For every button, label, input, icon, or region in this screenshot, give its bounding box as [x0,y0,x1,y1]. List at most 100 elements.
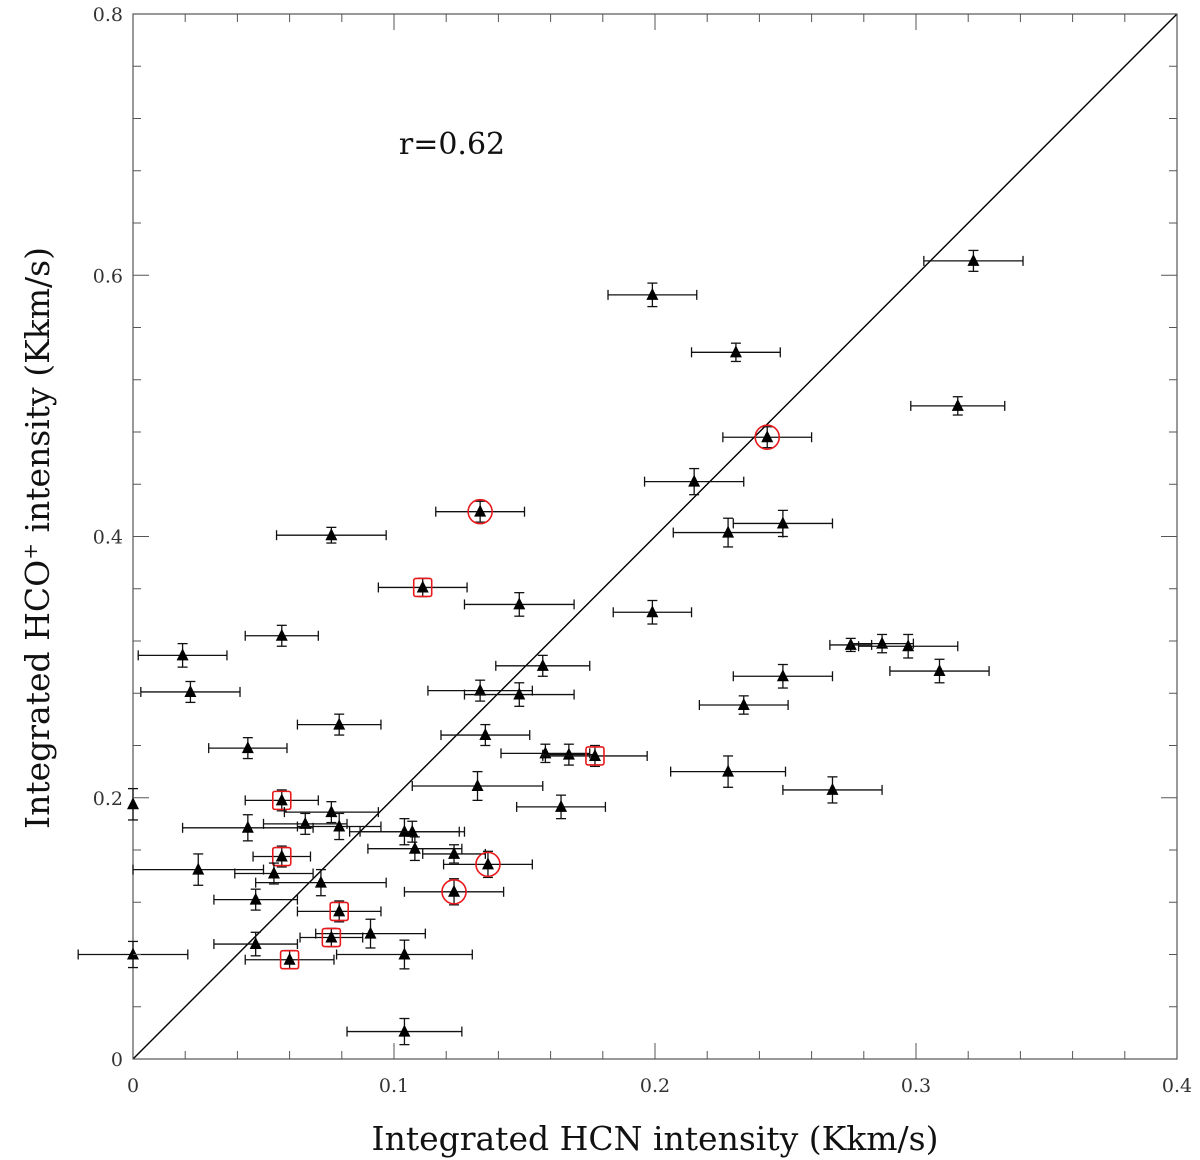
triangle-marker [474,504,487,517]
data-point [495,654,591,677]
triangle-marker [902,639,915,652]
data-point [283,801,379,824]
data-point [910,396,1006,416]
highlight-square [271,846,292,867]
data-point [275,526,387,544]
triangle-marker [722,764,735,777]
triangle-marker [951,398,964,411]
data-point [213,888,299,911]
triangle-marker [761,430,774,443]
data-point [612,599,693,625]
data-point [463,682,575,707]
data-point [335,939,473,970]
triangle-marker [275,793,288,806]
triangle-marker [555,799,568,812]
triangle-marker [192,862,205,875]
x-tick-label: 0 [127,1075,139,1097]
data-point [208,737,288,760]
data-point [442,850,533,879]
data-point [346,1017,463,1046]
triangle-marker [513,687,526,700]
triangle-marker [646,605,659,618]
triangle-marker [474,683,487,696]
highlight-circle [754,424,781,451]
data-point [181,814,314,842]
triangle-marker [448,884,461,897]
triangle-marker [325,805,338,818]
data-point [516,794,607,820]
highlight-circle [441,878,467,905]
data-point [698,695,789,715]
triangle-marker [398,824,411,837]
data-point [299,927,364,948]
triangle-marker [267,866,280,879]
data-point [296,713,382,736]
y-tick-label: 0 [111,1049,123,1071]
triangle-marker [325,930,338,943]
triangle-marker [249,937,262,950]
data-point [377,577,468,598]
triangle-marker [127,797,139,810]
highlight-square [412,577,433,598]
data-point [643,467,745,496]
data-point [782,776,883,804]
one-to-one-line [132,13,1178,1060]
triangle-marker [275,849,288,862]
highlight-square [279,949,300,970]
correlation-annotation: r=0.62 [399,127,505,162]
triangle-marker [333,904,346,917]
triangle-marker [283,952,296,965]
data-point [607,282,698,308]
data-point [213,931,299,957]
data-point [732,663,834,689]
x-tick-label: 0.4 [1162,1075,1192,1097]
triangle-marker [325,528,338,541]
triangle-marker [241,820,254,833]
y-axis-title-rest: intensity (Kkm/s) [18,247,57,543]
y-axis-title: Integrated HCO+ intensity (Kkm/s) [18,247,57,829]
triangle-marker [176,648,189,661]
triangle-marker [588,748,601,761]
data-points-layer [77,249,1024,1046]
data-point [296,812,382,841]
triangle-marker [826,782,839,795]
data-point [137,642,228,668]
data-point [140,680,241,704]
triangle-marker [184,684,197,697]
triangle-marker [536,658,549,671]
y-tick-label: 0.6 [93,265,123,287]
data-point [315,918,426,949]
triangle-marker [406,824,419,837]
data-point [722,424,813,451]
data-point [889,658,990,684]
triangle-marker [729,345,742,358]
triangle-marker [314,875,327,888]
y-tick-label: 0.8 [93,4,123,26]
triangle-marker [408,841,421,854]
data-point [422,844,487,864]
data-point [244,624,319,647]
highlight-square [329,901,349,922]
triangle-marker [722,525,735,538]
triangle-marker [513,597,526,610]
triangle-marker [333,717,346,730]
data-point [542,744,648,768]
triangle-marker [646,287,659,300]
data-point [670,755,787,788]
y-tick-label: 0.2 [93,788,123,810]
data-point [127,787,139,821]
triangle-marker [275,628,288,641]
triangle-marker [688,474,701,487]
data-point [296,900,382,923]
triangle-marker [249,892,262,905]
data-point [411,770,544,802]
data-point [132,853,265,886]
highlight-square [271,790,292,811]
highlight-square [321,927,342,948]
data-point [440,723,531,747]
x-tick-label: 0.2 [640,1075,670,1097]
x-tick-label: 0.1 [379,1075,409,1097]
data-point [244,949,335,970]
triangle-marker [448,846,461,859]
